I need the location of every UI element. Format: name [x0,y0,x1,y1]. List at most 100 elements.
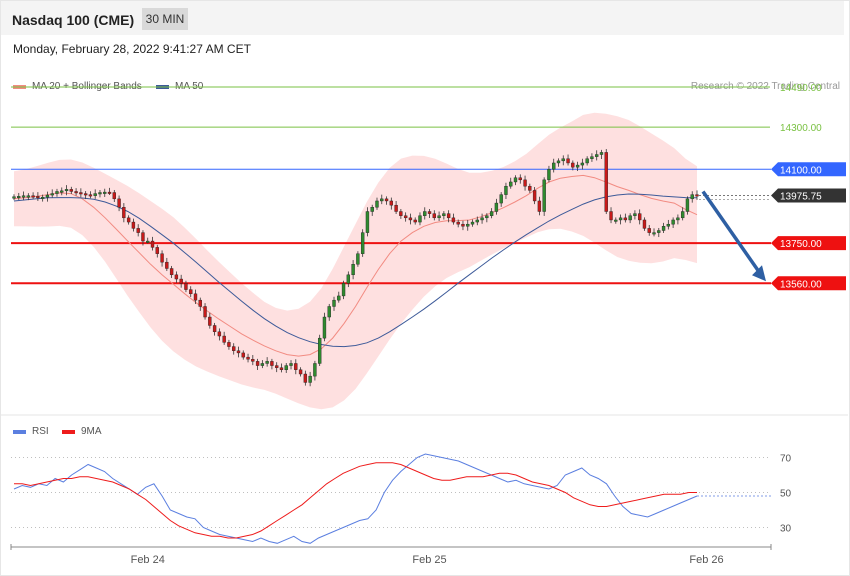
candle-body [585,158,589,164]
level-label-14100.00: 14100.00 [780,165,822,176]
candle [389,197,394,210]
candle-body [93,193,97,196]
candle-body [599,152,604,155]
candle-body [146,240,150,243]
candle [275,362,279,373]
candle [136,224,140,237]
candle [585,156,589,166]
candle [423,207,427,220]
candle-body [88,194,93,197]
candle [203,303,207,320]
candle-body [695,194,699,197]
timeframe-button[interactable]: 30 MIN [142,8,188,30]
candle [456,219,460,228]
candle-body [509,181,513,187]
candle-body [217,331,222,337]
candle [45,191,50,202]
candle-body [236,350,241,354]
legend-label-rsi: RSI [32,426,49,437]
candle [79,188,83,198]
candle-body [494,202,499,212]
candle [685,196,690,215]
candle [165,257,169,272]
candle-body [112,192,116,200]
rsi-level-label-30: 30 [780,524,792,535]
candle [451,213,456,225]
candle-body [485,215,489,219]
candle [246,353,250,363]
last-price-box [771,188,846,203]
candle-body [251,359,255,362]
candle [537,196,542,216]
candle-body [21,195,26,198]
candle-body [12,196,16,199]
x-tick-label: Feb 26 [689,554,723,566]
candle [222,331,226,345]
candle [155,244,159,258]
candle [437,211,441,222]
candle-body [351,264,355,276]
candle-body [489,211,494,216]
candle [174,271,179,283]
legend-9ma: 9MA [62,426,102,437]
candle [255,358,260,371]
candle [642,217,647,231]
candle [227,339,231,350]
candle [31,192,35,199]
candle [232,343,236,355]
candle-body [317,337,322,364]
candle-body [618,217,623,221]
candle-body [31,195,35,198]
candle [432,210,436,221]
candle [523,175,527,191]
candle [265,357,269,367]
candle-body [341,283,346,297]
candle [112,189,116,203]
candle [618,214,623,225]
candle-body [60,190,64,193]
candle-body [537,200,542,212]
candle-body [542,179,546,212]
candle-body [480,217,484,221]
candle [337,291,341,303]
candle [279,363,284,373]
candle-body [227,342,231,347]
candle-body [337,295,341,301]
candle-body [131,221,136,229]
candle-body [661,226,666,231]
candle [179,274,183,288]
candle-body [685,198,690,212]
candle [575,161,580,171]
candle [494,198,499,215]
candle [260,360,265,369]
candle [466,219,470,231]
candle-body [399,211,403,216]
candle [193,289,198,304]
candle [695,190,699,200]
candle-body [45,194,50,198]
candle [241,350,245,360]
candle [638,209,642,225]
candle-body [437,215,441,219]
candle [580,158,585,170]
candle [509,177,513,189]
candle [571,160,575,171]
level-tag-14100.00: 14100.00 [771,162,846,177]
candle [308,371,312,387]
level-label-13750.00: 13750.00 [780,239,822,250]
candle [117,195,121,212]
candle-body [298,369,303,375]
legend-rsi: RSI [13,426,49,437]
instrument-title: Nasdaq 100 (CME) [12,12,135,28]
candle [556,158,561,167]
candle-body [475,219,479,223]
candle [351,260,355,280]
candle-body [575,164,580,168]
candle-body [418,215,422,223]
candle-body [365,211,370,233]
legend-swatch-rsi [13,429,26,434]
candle [690,191,694,203]
candle-body [117,198,121,208]
candle [303,370,308,386]
